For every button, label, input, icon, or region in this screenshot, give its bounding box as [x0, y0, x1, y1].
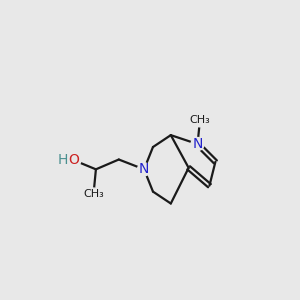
Text: H: H: [57, 152, 68, 167]
Circle shape: [63, 151, 81, 168]
Circle shape: [137, 163, 151, 176]
Text: N: N: [192, 137, 203, 151]
Text: N: N: [139, 162, 149, 176]
Circle shape: [88, 188, 100, 200]
Text: CH₃: CH₃: [190, 115, 210, 125]
Text: CH₃: CH₃: [83, 189, 104, 199]
Circle shape: [191, 137, 204, 151]
Circle shape: [194, 114, 206, 127]
Text: O: O: [68, 152, 79, 167]
